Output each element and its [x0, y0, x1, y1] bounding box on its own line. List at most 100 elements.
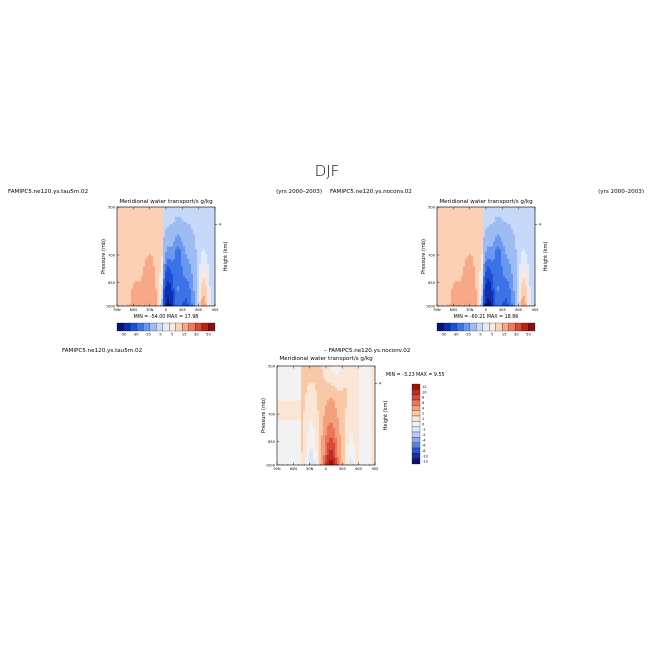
heatmap-cell: [345, 380, 348, 384]
heatmap-cell: [359, 375, 362, 379]
heatmap-cell: [195, 288, 198, 292]
heatmap-cell: [469, 268, 472, 272]
heatmap-cell: [365, 398, 368, 401]
heatmap-cell: [481, 303, 484, 307]
heatmap-cell: [147, 266, 150, 270]
heatmap-cell: [135, 221, 138, 225]
heatmap-cell: [211, 234, 214, 237]
heatmap-cell: [487, 251, 490, 255]
heatmap-cell: [149, 214, 152, 218]
heatmap-cell: [501, 211, 504, 215]
heatmap-cell: [141, 246, 144, 250]
heatmap-cell: [485, 241, 488, 245]
heatmap-cell: [191, 251, 194, 255]
heatmap-cell: [457, 263, 460, 267]
heatmap-cell: [119, 209, 122, 213]
heatmap-cell: [121, 221, 124, 225]
heatmap-cell: [331, 395, 334, 399]
heatmap-cell: [125, 291, 128, 294]
heatmap-cell: [187, 263, 190, 267]
heatmap-cell: [465, 216, 468, 220]
heatmap-cell: [319, 368, 322, 372]
heatmap-cell: [449, 298, 452, 302]
heatmap-cell: [169, 288, 172, 292]
heatmap-cell: [351, 380, 354, 384]
heatmap-cell: [285, 405, 288, 409]
heatmap-cell: [205, 246, 208, 250]
heatmap-cell: [213, 209, 216, 213]
heatmap-cell: [167, 286, 170, 289]
heatmap-cell: [173, 216, 176, 220]
heatmap-cell: [531, 298, 534, 302]
heatmap-cell: [199, 258, 202, 262]
heatmap-cell: [505, 231, 508, 235]
heatmap-cell: [143, 236, 146, 240]
heatmap-cell: [529, 293, 532, 297]
heatmap-cell: [195, 293, 198, 297]
heatmap-cell: [335, 368, 338, 372]
heatmap-cell: [159, 286, 162, 289]
heatmap-cell: [295, 378, 298, 382]
heatmap-cell: [441, 268, 444, 272]
heatmap-cell: [151, 283, 154, 287]
heatmap-cell: [369, 408, 372, 411]
heatmap-cell: [289, 403, 292, 406]
heatmap-cell: [515, 211, 518, 215]
heatmap-cell: [163, 231, 166, 235]
heatmap-cell: [191, 291, 194, 294]
heatmap-cell: [471, 226, 474, 230]
heatmap-cell: [445, 256, 448, 260]
heatmap-cell: [315, 388, 318, 392]
heatmap-cell: [445, 244, 448, 247]
heatmap-cell: [473, 283, 476, 287]
heatmap-cell: [531, 286, 534, 289]
heatmap-cell: [471, 296, 474, 299]
heatmap-cell: [471, 258, 474, 262]
heatmap-cell: [457, 221, 460, 225]
heatmap-cell: [373, 408, 376, 411]
heatmap-cell: [179, 231, 182, 235]
heatmap-cell: [131, 276, 134, 280]
heatmap-cell: [299, 370, 302, 374]
heatmap-cell: [213, 244, 216, 247]
heatmap-cell: [489, 246, 492, 250]
heatmap-cell: [133, 256, 136, 260]
heatmap-cell: [313, 395, 316, 399]
heatmap-cell: [211, 211, 214, 215]
heatmap-cell: [511, 258, 514, 262]
heatmap-cell: [297, 370, 300, 374]
heatmap-cell: [443, 301, 446, 304]
heatmap-cell: [463, 229, 466, 233]
heatmap-cell: [449, 258, 452, 262]
heatmap-cell: [125, 301, 128, 304]
heatmap-cell: [291, 375, 294, 379]
heatmap-cell: [155, 229, 158, 233]
heatmap-cell: [353, 368, 356, 372]
heatmap-cell: [497, 224, 500, 228]
heatmap-cell: [327, 405, 330, 409]
heatmap-cell: [349, 383, 352, 387]
heatmap-cell: [183, 216, 186, 220]
heatmap-cell: [141, 211, 144, 215]
heatmap-cell: [289, 393, 292, 396]
heatmap-cell: [135, 286, 138, 289]
heatmap-cell: [487, 283, 490, 287]
heatmap-cell: [523, 244, 526, 247]
heatmap-cell: [327, 408, 330, 411]
heatmap-cell: [341, 393, 344, 396]
heatmap-cell: [211, 221, 214, 225]
heatmap-cell: [307, 385, 310, 389]
heatmap-cell: [131, 261, 134, 265]
heatmap-cell: [197, 231, 200, 235]
heatmap-cell: [191, 276, 194, 280]
heatmap-cell: [161, 219, 164, 223]
heatmap-cell: [121, 207, 124, 210]
heatmap-cell: [355, 400, 358, 404]
heatmap-cell: [117, 254, 120, 257]
heatmap-cell: [333, 405, 336, 409]
heatmap-cell: [317, 373, 320, 377]
heatmap-cell: [501, 276, 504, 280]
heatmap-cell: [481, 258, 484, 262]
heatmap-cell: [139, 216, 142, 220]
heatmap-cell: [187, 291, 190, 294]
